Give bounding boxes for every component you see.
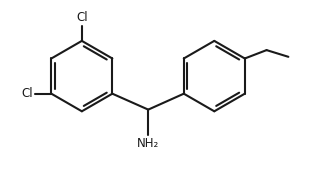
Text: NH₂: NH₂ <box>137 137 159 150</box>
Text: Cl: Cl <box>21 87 33 100</box>
Text: Cl: Cl <box>76 11 88 24</box>
